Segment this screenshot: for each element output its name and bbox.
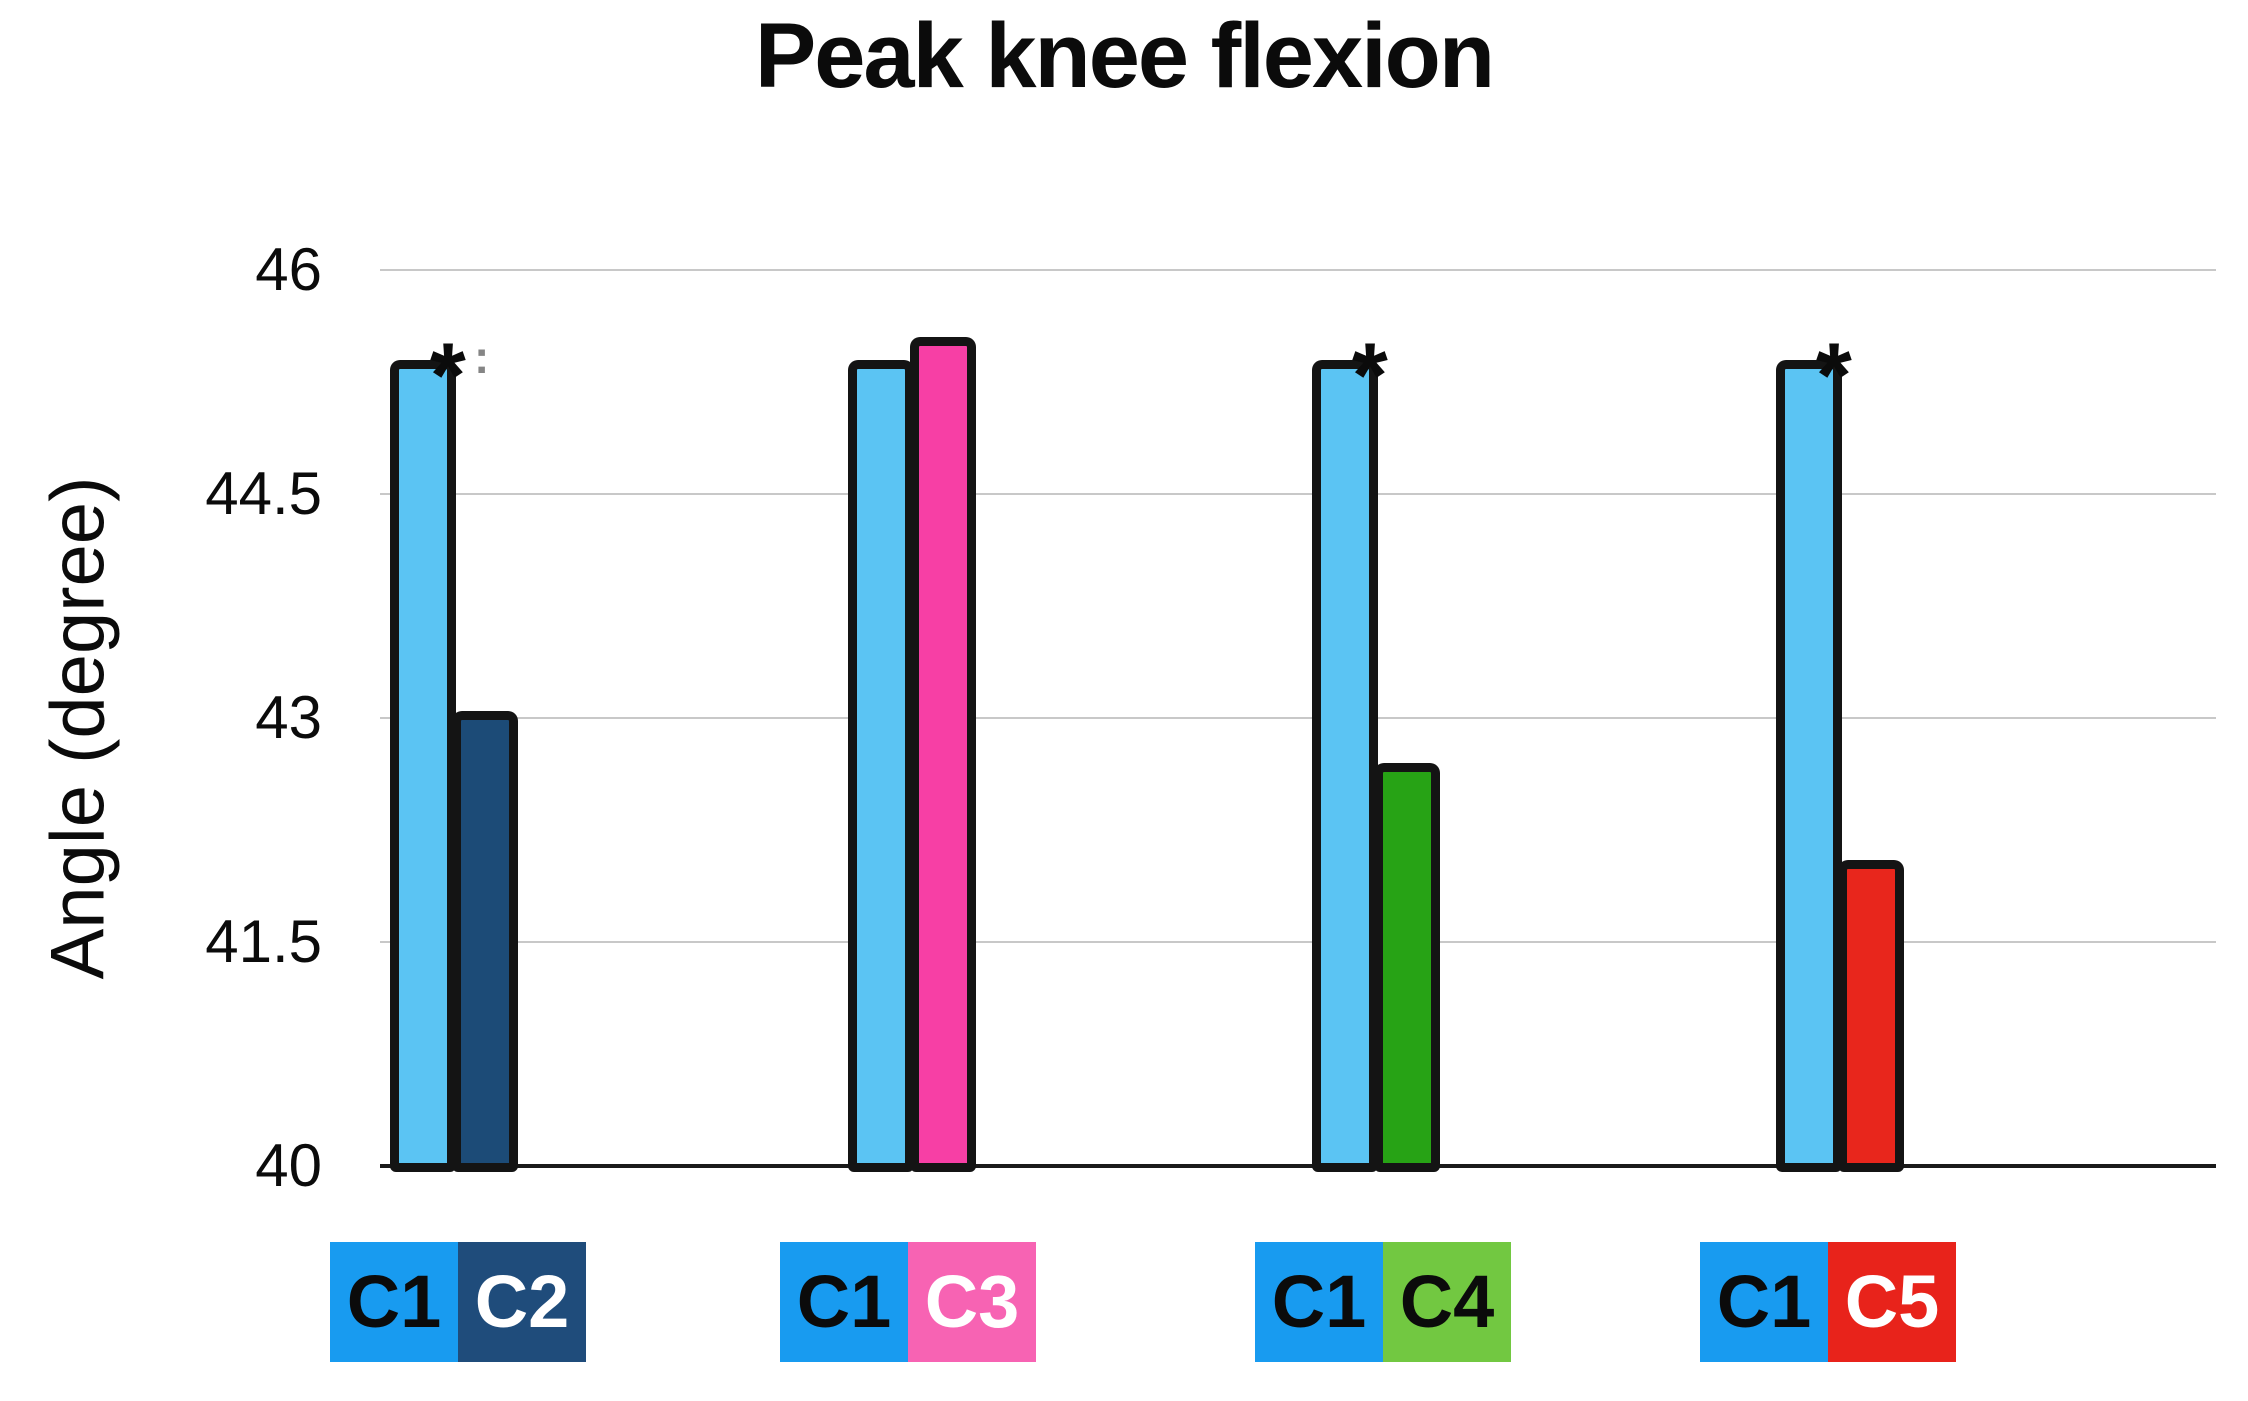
legend-swatch-c1: C1 (780, 1242, 908, 1362)
bar-c2-group1 (452, 711, 518, 1172)
y-tick-46: 46 (255, 236, 322, 303)
y-tick-44.5: 44.5 (205, 460, 322, 527)
legend-swatch-c1: C1 (1700, 1242, 1828, 1362)
legend-swatch-c4: C4 (1383, 1242, 1511, 1362)
bar-c1-group2 (848, 360, 914, 1172)
chart-title: Peak knee flexion (754, 5, 1495, 107)
legend-item-c3: C1 C3 (780, 1242, 1036, 1362)
gridline-44.5 (380, 493, 2216, 495)
gridline-41.5 (380, 941, 2216, 943)
gridline-46 (380, 269, 2216, 271)
faint-mark-group1: : (474, 331, 490, 383)
gridline-43 (380, 717, 2216, 719)
x-axis-line (380, 1164, 2216, 1168)
significance-asterisk-group3: * (1352, 325, 1388, 427)
significance-asterisk-group4: * (1816, 325, 1852, 427)
y-tick-43: 43 (255, 684, 322, 751)
legend-item-c4: C1 C4 (1255, 1242, 1511, 1362)
bar-c3-group2 (910, 337, 976, 1172)
legend-item-c2: C1 C2 (330, 1242, 586, 1362)
bar-c1-group3 (1312, 360, 1378, 1172)
bar-c1-group1 (390, 360, 456, 1172)
bar-c1-group4 (1776, 360, 1842, 1172)
bar-c4-group3 (1374, 763, 1440, 1172)
legend-swatch-c1: C1 (1255, 1242, 1383, 1362)
y-tick-41.5: 41.5 (205, 908, 322, 975)
legend-swatch-c3: C3 (908, 1242, 1036, 1362)
legend-swatch-c2: C2 (458, 1242, 586, 1362)
significance-asterisk-group1: * (430, 325, 466, 427)
legend-item-c5: C1 C5 (1700, 1242, 1956, 1362)
legend-swatch-c5: C5 (1828, 1242, 1956, 1362)
y-tick-40: 40 (255, 1132, 322, 1199)
legend-swatch-c1: C1 (330, 1242, 458, 1362)
bar-c5-group4 (1838, 860, 1904, 1172)
